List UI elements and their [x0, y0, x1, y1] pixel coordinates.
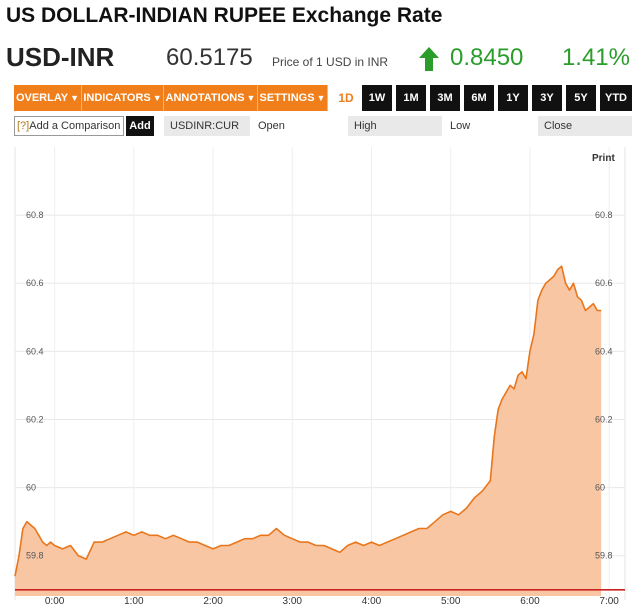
y-tick-label-left: 60.4 — [26, 346, 44, 356]
x-tick-label: 6:00 — [520, 596, 540, 607]
settings-menu-label: SETTINGS — [259, 92, 315, 104]
area-layer — [14, 265, 625, 596]
range-1w-button[interactable]: 1W — [362, 85, 392, 111]
range-3y-button[interactable]: 3Y — [532, 85, 562, 111]
dropdown-arrow-icon: ▼ — [152, 93, 162, 103]
y-tick-label-left: 60.6 — [26, 278, 44, 288]
y-tick-label-right: 60.2 — [595, 414, 613, 424]
price-change: 0.8450 — [450, 44, 524, 71]
dropdown-arrow-icon: ▼ — [316, 93, 326, 103]
price-chart: 59.8 59.8 60 60 60.2 60.2 60.4 60.4 60.6 60.6 60.8… — [0, 142, 640, 610]
close-label: Close — [538, 116, 632, 136]
dropdown-arrow-icon: ▼ — [246, 93, 256, 103]
low-label: Low — [444, 116, 534, 136]
open-label: Open — [252, 116, 344, 136]
x-tick-label: 2:00 — [203, 596, 223, 607]
print-link[interactable]: Print — [592, 153, 615, 164]
y-tick-label-right: 59.8 — [595, 551, 613, 561]
up-arrow-icon — [419, 47, 439, 71]
range-6m-button[interactable]: 6M — [464, 85, 494, 111]
price-area-fill — [15, 266, 602, 596]
x-tick-label: 5:00 — [441, 596, 461, 607]
ticker-symbol: USD-INR — [6, 42, 115, 72]
x-tick-label: 1:00 — [124, 596, 144, 607]
range-1d-button[interactable]: 1D — [338, 91, 354, 105]
annotations-menu-label: ANNOTATIONS — [165, 92, 245, 104]
range-3m-button[interactable]: 3M — [430, 85, 460, 111]
last-price: 60.5175 — [166, 44, 253, 71]
comparison-input[interactable]: [?]Add a Comparison — [14, 116, 124, 136]
overlay-menu-label: OVERLAY — [15, 92, 69, 104]
indicators-menu-button[interactable]: INDICATORS ▼ — [82, 85, 164, 111]
add-comparison-button[interactable]: Add — [126, 116, 154, 136]
y-tick-label-left: 59.8 — [26, 551, 44, 561]
range-ytd-button[interactable]: YTD — [600, 85, 632, 111]
x-tick-label: 4:00 — [362, 596, 382, 607]
y-tick-label-left: 60.8 — [26, 210, 44, 220]
y-tick-label-left: 60 — [26, 483, 36, 493]
quote-row: USD-INR 60.5175 Price of 1 USD in INR 0.… — [6, 42, 636, 78]
y-tick-label-right: 60.4 — [595, 346, 613, 356]
comparison-input-text: Add a Comparison — [29, 120, 121, 132]
y-tick-label-right: 60.6 — [595, 278, 613, 288]
settings-menu-button[interactable]: SETTINGS ▼ — [258, 85, 328, 111]
range-1y-button[interactable]: 1Y — [498, 85, 528, 111]
y-tick-label-right: 60 — [595, 483, 605, 493]
chart-toolbar: OVERLAY ▼ INDICATORS ▼ ANNOTATIONS ▼ SETTIN… — [14, 85, 634, 111]
overlay-menu-button[interactable]: OVERLAY ▼ — [14, 85, 82, 111]
y-tick-label-left: 60.2 — [26, 414, 44, 424]
x-tick-label: 3:00 — [283, 596, 303, 607]
x-tick-label: 7:00 — [599, 596, 619, 607]
chart-svg: 59.8 59.8 60 60 60.2 60.2 60.4 60.4 60.6 60.6 60.8… — [14, 147, 626, 607]
ticker-code: USDINR:CUR — [164, 116, 250, 136]
dropdown-arrow-icon: ▼ — [70, 93, 80, 103]
page-title: US DOLLAR-INDIAN RUPEE Exchange Rate — [6, 4, 443, 27]
price-line — [14, 265, 602, 577]
price-note: Price of 1 USD in INR — [272, 55, 389, 69]
y-tick-label-right: 60.8 — [595, 210, 613, 220]
range-1m-button[interactable]: 1M — [396, 85, 426, 111]
annotations-menu-button[interactable]: ANNOTATIONS ▼ — [164, 85, 258, 111]
range-5y-button[interactable]: 5Y — [566, 85, 596, 111]
tick-layer: 59.8 59.8 60 60 60.2 60.2 60.4 60.4 60.6 60.6 60.8… — [26, 210, 619, 607]
help-icon: [?] — [17, 120, 30, 132]
indicators-menu-label: INDICATORS — [83, 92, 151, 104]
price-change-percent: 1.41% — [561, 44, 630, 71]
high-label: High — [348, 116, 442, 136]
comparison-row: [?]Add a Comparison Add USDINR:CUR Open … — [14, 116, 634, 138]
x-tick-label: 0:00 — [45, 596, 65, 607]
